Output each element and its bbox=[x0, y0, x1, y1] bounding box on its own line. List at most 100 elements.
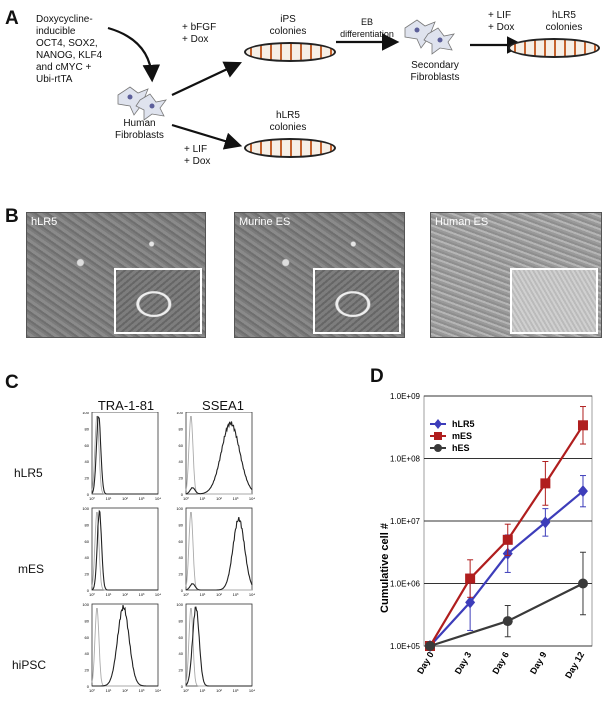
lif-dox-condition-bottom: + LIF + Dox bbox=[184, 144, 211, 167]
bfgf-dox-condition: + bFGF + Dox bbox=[182, 22, 217, 45]
column-header-ssea1: SSEA1 bbox=[202, 398, 244, 413]
data-point-hES bbox=[577, 578, 588, 589]
y-tick-label: 20 bbox=[85, 476, 90, 481]
y-tick-label: 1.0E+09 bbox=[390, 392, 421, 401]
x-tick-label: 10¹ bbox=[200, 688, 206, 693]
hlr5-culture-dish-bottom bbox=[244, 138, 336, 158]
x-tick-label: 10⁴ bbox=[249, 496, 255, 501]
row-label-mes: mES bbox=[18, 562, 45, 576]
data-point-mES bbox=[540, 478, 551, 489]
panel-label-c: C bbox=[5, 372, 19, 393]
control-histogram bbox=[91, 607, 158, 687]
x-tick-label: 10⁰ bbox=[89, 688, 95, 693]
x-tick-label: 10⁴ bbox=[155, 496, 161, 501]
micrograph-hlr5: hLR5 bbox=[26, 212, 206, 338]
y-tick-label: 20 bbox=[179, 476, 184, 481]
histogram-frame bbox=[185, 603, 253, 687]
x-tick-label: 10¹ bbox=[200, 496, 206, 501]
x-tick-label: 10² bbox=[216, 592, 222, 597]
data-point-hES bbox=[425, 641, 435, 651]
reprogramming-factors-text: Doxycycline- inducible OCT4, SOX2, NANOG… bbox=[36, 14, 103, 85]
y-tick-label: 0 bbox=[181, 684, 184, 689]
x-tick-label: 10⁴ bbox=[155, 688, 161, 693]
sample-histogram bbox=[185, 606, 252, 687]
data-point-hES bbox=[502, 616, 513, 627]
legend-marker bbox=[434, 419, 442, 429]
micrograph-label: Human ES bbox=[435, 216, 489, 228]
micrograph-label: hLR5 bbox=[31, 216, 58, 228]
histogram-frame bbox=[185, 507, 253, 591]
x-tick-label: Day 3 bbox=[453, 650, 474, 676]
sample-histogram bbox=[185, 421, 253, 495]
lif-dox-condition-top: + LIF + Dox bbox=[488, 10, 515, 33]
micrograph-human-es: Human ES bbox=[430, 212, 602, 338]
x-tick-label: 10² bbox=[122, 592, 128, 597]
x-tick-label: Day 6 bbox=[490, 650, 511, 676]
histogram-frame bbox=[185, 412, 253, 495]
data-point-mES bbox=[502, 534, 513, 545]
y-tick-label: 80 bbox=[179, 522, 184, 527]
histogram-frame bbox=[91, 412, 159, 495]
y-tick-label: 1.0E+07 bbox=[390, 517, 421, 526]
hlr5-colonies-top-label: hLR5 colonies bbox=[545, 10, 583, 33]
y-tick-label: 60 bbox=[85, 443, 90, 448]
panel-label-b: B bbox=[5, 206, 19, 227]
x-tick-label: 10¹ bbox=[106, 592, 112, 597]
legend-marker bbox=[434, 444, 442, 452]
data-point-mES bbox=[465, 573, 476, 584]
panel-a-arrows bbox=[107, 19, 525, 150]
y-tick-label: 60 bbox=[85, 539, 90, 544]
y-tick-label: 80 bbox=[179, 426, 184, 431]
hlr5-colonies-bottom-label: hLR5 colonies bbox=[269, 110, 307, 133]
data-point-hLR5 bbox=[465, 596, 476, 609]
x-tick-label: 10² bbox=[216, 496, 222, 501]
histogram-frame bbox=[91, 603, 159, 687]
column-header-tra-1-81: TRA-1-81 bbox=[97, 398, 155, 413]
x-tick-label: 10³ bbox=[139, 496, 145, 501]
data-point-mES bbox=[577, 420, 588, 431]
control-histogram bbox=[185, 415, 252, 495]
x-tick-label: 10⁴ bbox=[155, 592, 161, 597]
x-tick-label: 10³ bbox=[233, 496, 239, 501]
sample-histogram bbox=[91, 415, 158, 495]
data-point-hLR5 bbox=[540, 516, 551, 529]
x-tick-label: 10² bbox=[216, 688, 222, 693]
x-tick-label: 10⁴ bbox=[249, 688, 255, 693]
eb-differentiation-label: EB differentiation bbox=[340, 17, 394, 39]
x-tick-label: 10⁴ bbox=[249, 592, 255, 597]
x-tick-label: Day 0 bbox=[415, 650, 436, 676]
micrograph-label: Murine ES bbox=[239, 216, 291, 228]
panel-label-d: D bbox=[370, 366, 384, 387]
y-tick-label: 40 bbox=[179, 651, 184, 656]
x-tick-label: 10¹ bbox=[200, 592, 206, 597]
y-tick-label: 40 bbox=[85, 459, 90, 464]
legend-label: hES bbox=[452, 443, 470, 453]
y-tick-label: 40 bbox=[179, 555, 184, 560]
control-histogram bbox=[185, 607, 252, 687]
y-tick-label: 100 bbox=[176, 412, 183, 415]
y-tick-label: 0 bbox=[87, 684, 90, 689]
y-axis-label: Cumulative cell # bbox=[379, 523, 391, 613]
y-tick-label: 40 bbox=[85, 555, 90, 560]
y-tick-label: 20 bbox=[85, 572, 90, 577]
x-tick-label: 10⁰ bbox=[183, 688, 189, 693]
legend-marker bbox=[434, 432, 442, 440]
y-tick-label: 80 bbox=[85, 426, 90, 431]
control-histogram bbox=[185, 511, 252, 591]
x-tick-label: 10³ bbox=[139, 592, 145, 597]
x-tick-label: Day 9 bbox=[528, 650, 549, 676]
x-tick-label: 10³ bbox=[233, 592, 239, 597]
x-tick-label: 10⁰ bbox=[89, 592, 95, 597]
y-tick-label: 80 bbox=[85, 618, 90, 623]
y-tick-label: 40 bbox=[179, 459, 184, 464]
y-tick-label: 80 bbox=[85, 522, 90, 527]
x-tick-label: 10² bbox=[122, 496, 128, 501]
y-tick-label: 60 bbox=[85, 635, 90, 640]
y-tick-label: 20 bbox=[85, 668, 90, 673]
x-tick-label: 10¹ bbox=[106, 688, 112, 693]
y-tick-label: 0 bbox=[87, 588, 90, 593]
micrograph-murine-es: Murine ES bbox=[234, 212, 405, 338]
legend-label: mES bbox=[452, 431, 472, 441]
row-label-hipsc: hiPSC bbox=[12, 658, 47, 672]
y-tick-label: 100 bbox=[82, 602, 89, 607]
